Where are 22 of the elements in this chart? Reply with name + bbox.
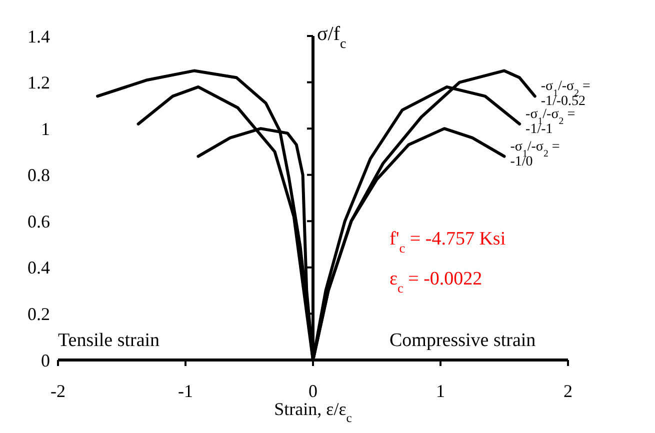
x-axis-title: Strain, ε/ε$_{c}$ [274, 399, 352, 425]
y-tick-label: 1 [41, 118, 50, 139]
annotation: f'$_{c}$ = -4.757 Ksi [390, 228, 506, 255]
x-tick-label: 2 [564, 381, 572, 401]
x-tick-label: 0 [308, 381, 318, 401]
annotation: ε$_{c}$ = -0.0022 [390, 268, 482, 295]
series-label: -σ$_{1}$/-σ$_{2}$ = -1/-0.52 [540, 79, 590, 110]
text: -σ$_{1}$/-σ$_{2}$ = -1/0 [510, 139, 560, 170]
y-tick-label: 0.6 [28, 211, 50, 232]
y-tick-label: 0.8 [28, 165, 50, 186]
y-tick-label: 0.4 [28, 258, 50, 278]
y-tick-label: 1.4 [28, 26, 50, 46]
series-label: -σ$_{1}$/-σ$_{2}$ = -1/-1 [526, 106, 576, 137]
annotation: Compressive strain [390, 330, 536, 351]
y-axis-title: σ/f$_{c}$ [317, 23, 346, 52]
x-tick-label: -1 [178, 381, 193, 401]
x-tick-label: -2 [50, 381, 66, 401]
annotation: Tensile strain [58, 330, 160, 351]
y-tick-label: 1.2 [28, 72, 50, 93]
x-tick-label: 1 [436, 381, 445, 401]
y-tick-label: 0.2 [28, 304, 50, 324]
y-tick-label: 0 [41, 350, 50, 370]
